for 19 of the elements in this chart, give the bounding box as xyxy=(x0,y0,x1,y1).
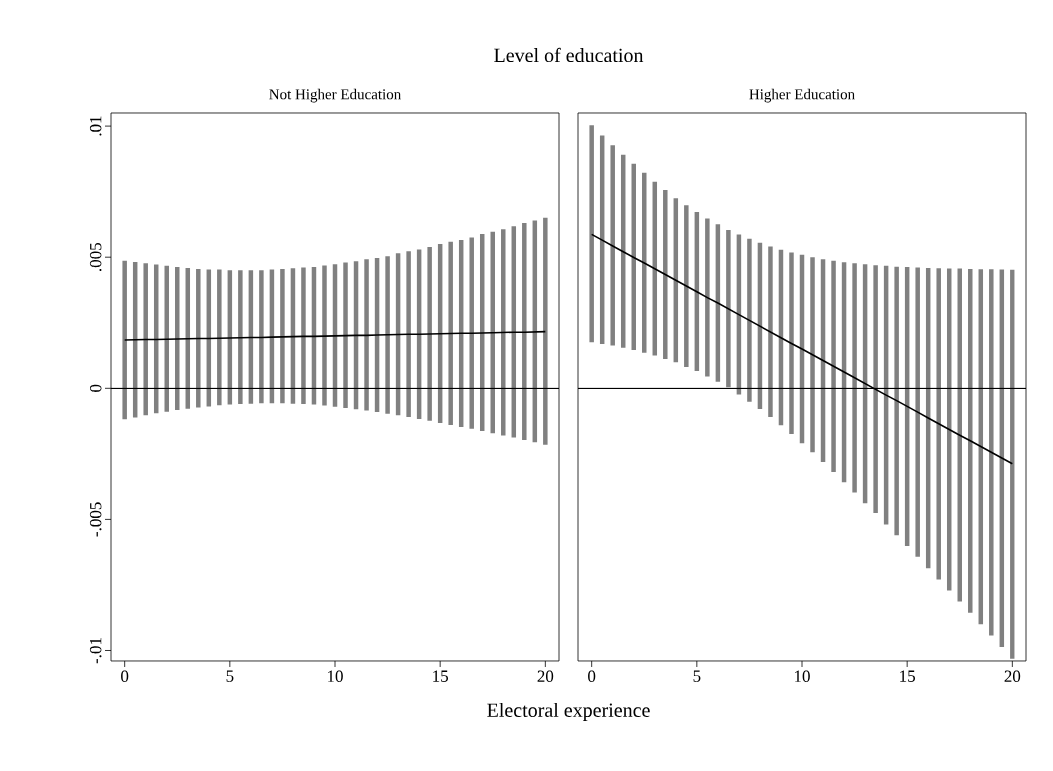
x-tick-label: 20 xyxy=(1004,670,1021,682)
x-tick-label: 10 xyxy=(328,670,343,682)
x-tick-label: 0 xyxy=(121,670,129,682)
x-tick-label: 5 xyxy=(226,670,234,682)
y-tick-label: -.01 xyxy=(89,638,102,664)
x-tick-label: 10 xyxy=(794,670,810,682)
chart-title: Not Higher Education xyxy=(269,88,402,103)
x-tick-label: 0 xyxy=(588,670,596,682)
text: Level of education xyxy=(494,47,644,63)
y-tick-label: 0 xyxy=(90,384,102,392)
x-axis-title: Electoral experience xyxy=(487,702,650,722)
y-tick-label: .01 xyxy=(89,116,102,136)
y-tick-label: -.005 xyxy=(89,502,102,537)
chart-title: Higher Education xyxy=(749,88,855,103)
x-tick-label: 5 xyxy=(693,670,701,682)
y-tick-label: .005 xyxy=(89,242,102,271)
x-tick-label: 20 xyxy=(537,670,554,682)
x-tick-label: 15 xyxy=(900,670,916,682)
x-tick-label: 15 xyxy=(433,670,449,682)
